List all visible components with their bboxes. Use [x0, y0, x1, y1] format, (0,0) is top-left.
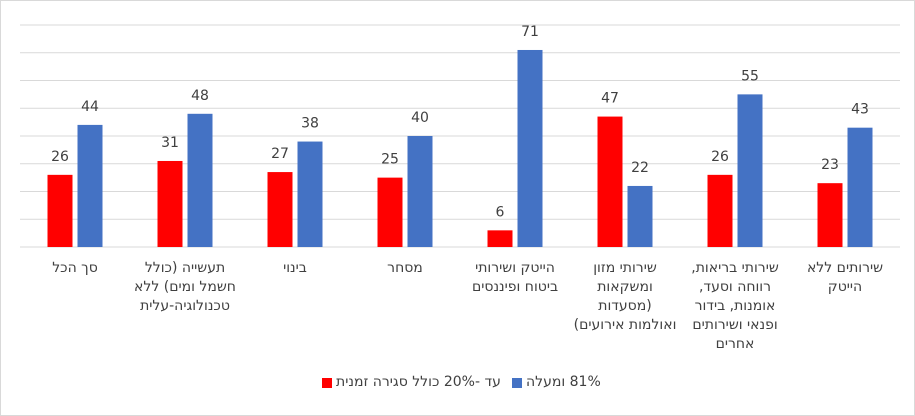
data-label: 38: [301, 116, 319, 132]
bar: [407, 136, 433, 247]
bar: [77, 124, 103, 247]
data-label: 22: [631, 160, 649, 176]
x-tick-label: בינוי: [283, 260, 307, 276]
bar: [267, 172, 293, 247]
data-label: 40: [411, 110, 429, 126]
bar: [297, 141, 323, 247]
bar: [487, 230, 513, 247]
data-label: 71: [521, 24, 539, 40]
bar: [377, 177, 403, 247]
data-label: 6: [496, 204, 505, 220]
data-label: 43: [851, 102, 869, 118]
data-label: 47: [601, 91, 619, 107]
bar: [597, 116, 623, 247]
bar: [517, 49, 543, 247]
bar: [737, 94, 763, 247]
legend-label: 81% ומעלה: [526, 374, 601, 390]
data-label: 23: [821, 157, 839, 173]
legend-marker: [322, 378, 332, 388]
bar: [627, 185, 653, 247]
data-label: 44: [81, 99, 99, 115]
bar: [817, 183, 843, 247]
x-tick-label: שירותי בריאות, רווחה וסעד, אומנות, בידור…: [691, 260, 779, 352]
bar: [707, 174, 733, 247]
data-label: 48: [191, 88, 209, 104]
x-tick-label: סך הכל: [52, 260, 98, 276]
bar: [157, 160, 183, 247]
data-label: 27: [271, 146, 289, 162]
data-label: 55: [741, 68, 759, 84]
bar: [187, 113, 213, 247]
data-label: 26: [711, 149, 729, 165]
x-tick-label: הייטק ושירותי ביטוח ופיננסים: [471, 260, 559, 295]
x-tick-label: מסחר: [387, 260, 423, 276]
x-tick-label: תעשייה (כולל חשמל ומים) ללא טכנולוגיה-על…: [134, 260, 236, 314]
x-tick-label: שירותים ללא הייטק: [806, 260, 884, 295]
bar: [847, 127, 873, 247]
data-label: 26: [51, 149, 69, 165]
legend-marker: [512, 378, 522, 388]
legend-label: עד -20% כולל סגירה זמנית: [336, 374, 501, 390]
bar: [47, 174, 73, 247]
data-label: 31: [161, 135, 179, 151]
x-tick-label: שירותי מזון ומשקאות (מסעדות ואולמות אירו…: [573, 260, 677, 333]
data-label: 25: [381, 152, 399, 168]
